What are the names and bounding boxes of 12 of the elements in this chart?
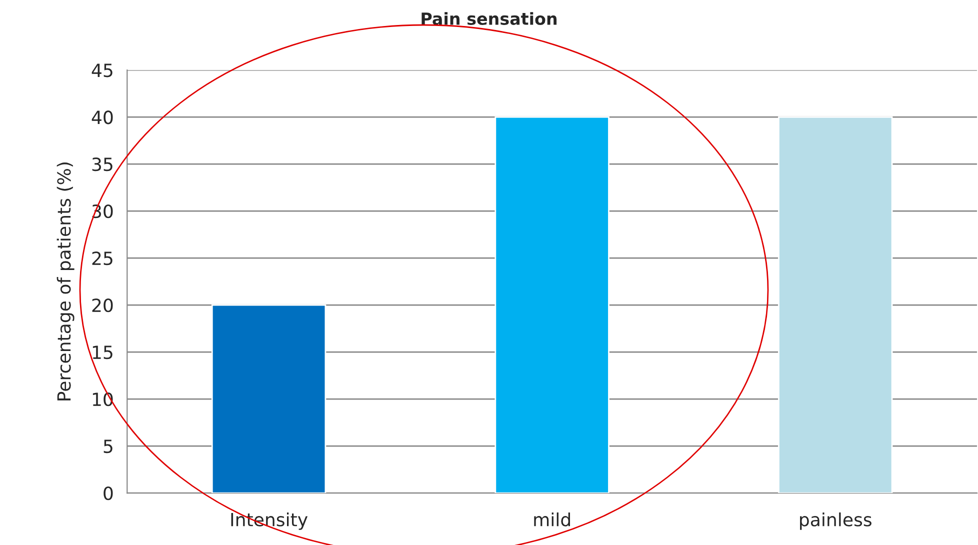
y-tick-label: 15	[92, 346, 112, 360]
y-tick-label: 5	[104, 440, 112, 454]
y-tick-label: 45	[92, 64, 112, 78]
y-tick-label: 25	[92, 252, 112, 266]
y-tick-label: 20	[92, 298, 113, 312]
x-tick-label: painless	[800, 512, 872, 530]
y-tick-label: 35	[92, 158, 112, 172]
y-tick-label: 0	[104, 486, 113, 500]
x-tick-label: mild	[534, 512, 570, 526]
chart-title: Pain sensation	[422, 12, 557, 25]
y-axis-title: Percentage of patients (%)	[56, 162, 74, 400]
y-tick-label: 40	[92, 110, 113, 124]
